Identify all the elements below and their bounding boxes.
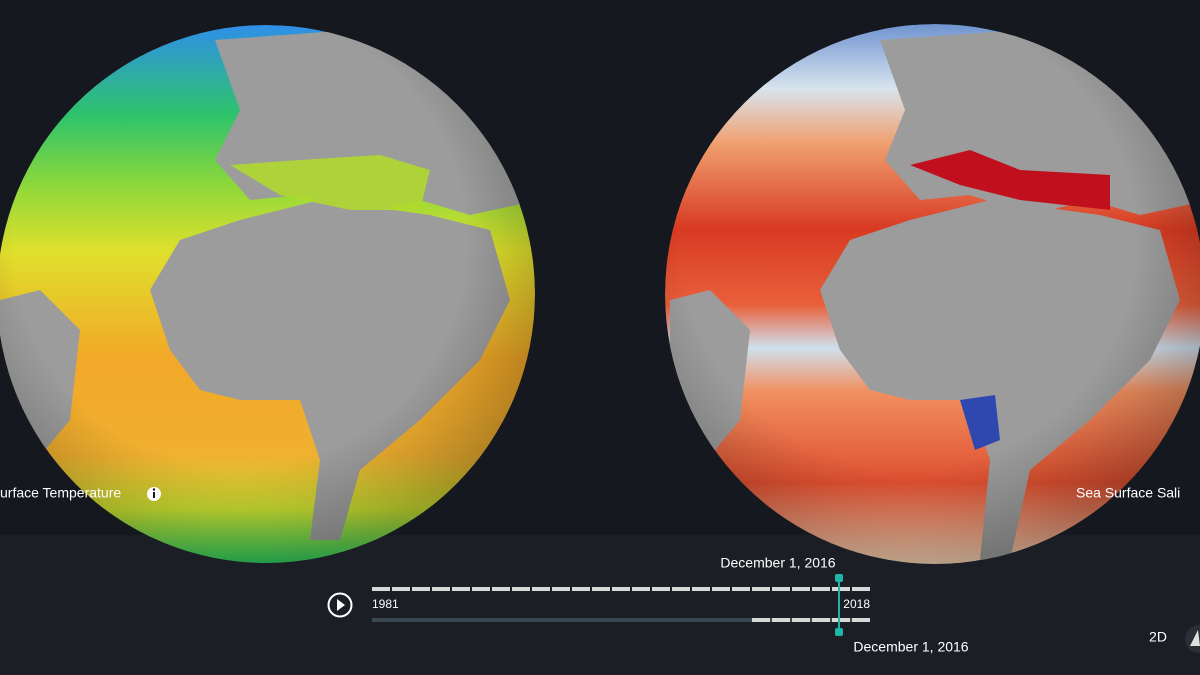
globe-salinity [665,24,1200,564]
timeline-start: 1981 [372,597,399,611]
selected-date: December 1, 2016 [853,639,968,655]
compass-button[interactable] [1185,625,1200,653]
timeline-handle[interactable] [835,574,843,636]
info-button[interactable] [147,487,161,501]
selected-date: December 1, 2016 [720,555,835,571]
timeline-end: 2018 [843,597,870,611]
play-button[interactable] [327,592,353,618]
globe-temperature [0,25,535,563]
layer-label: urface Temperature [0,485,121,501]
layer-label: Sea Surface Sali [1076,485,1180,501]
bottom-band [0,535,1200,675]
view-toggle[interactable]: 2D [1149,629,1167,645]
